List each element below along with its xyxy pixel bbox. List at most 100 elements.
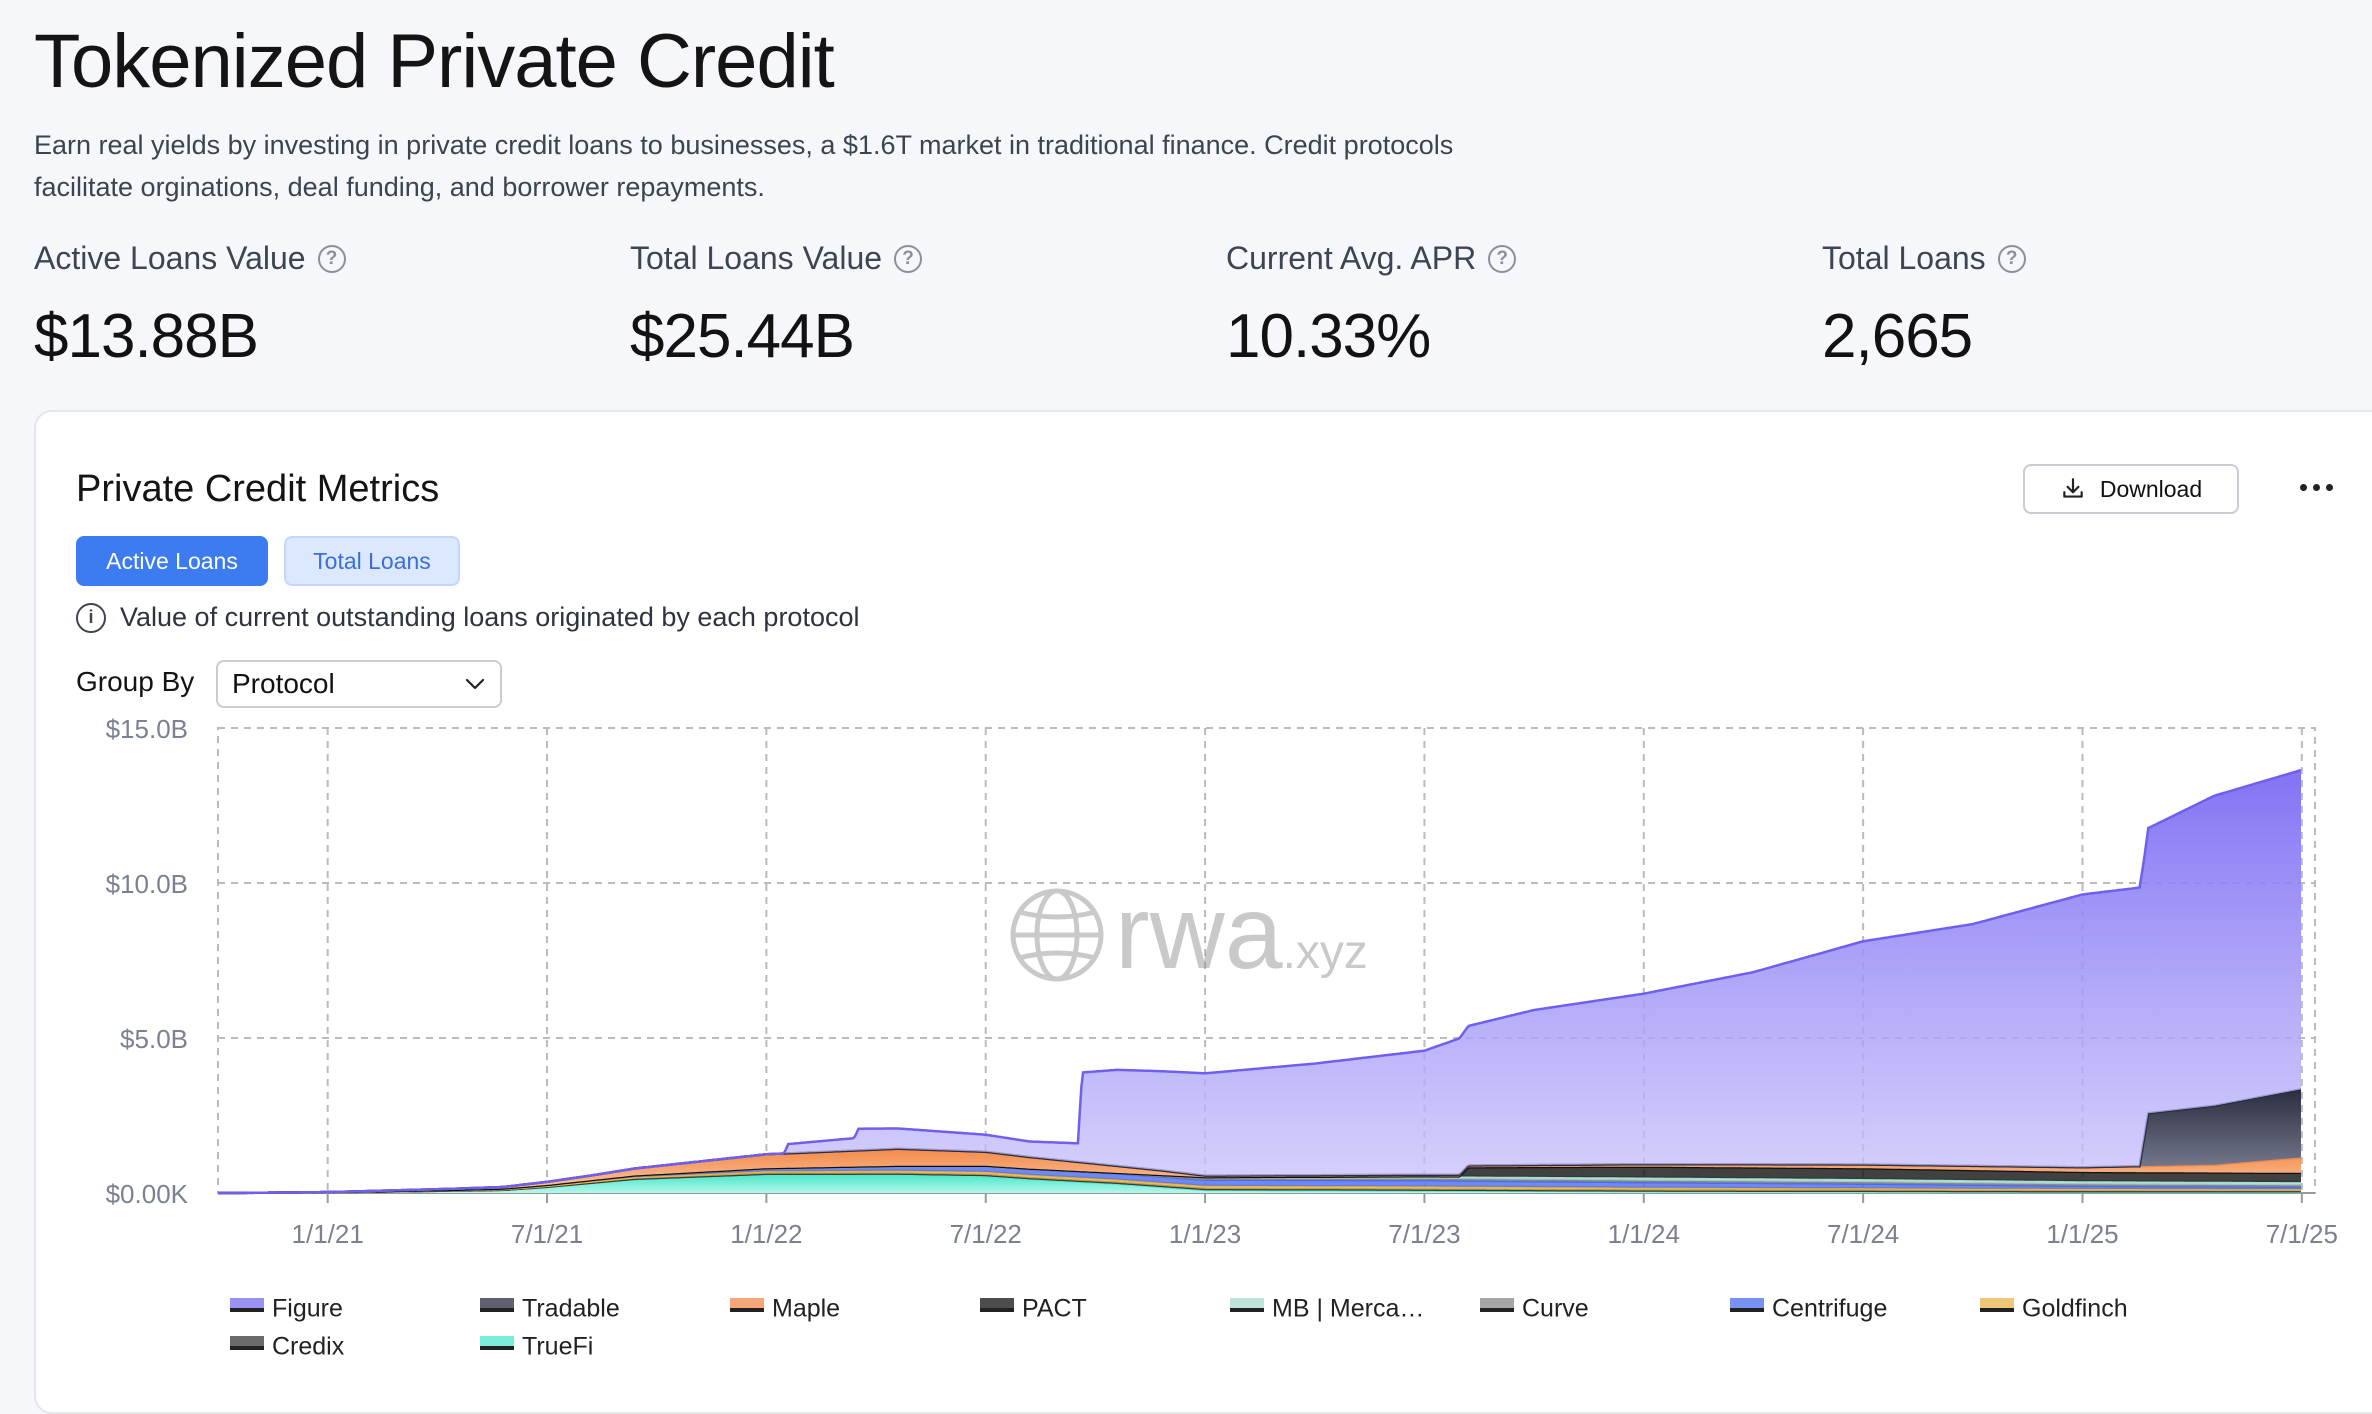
card-title: Private Credit Metrics <box>76 468 440 510</box>
legend-swatch <box>980 1298 1014 1310</box>
legend-item[interactable]: Centrifuge <box>1730 1295 1887 1323</box>
stat-value: $25.44B <box>630 302 855 371</box>
legend-item[interactable]: Curve <box>1480 1295 1589 1323</box>
info-row: i Value of current outstanding loans ori… <box>76 602 859 633</box>
globe-icon <box>1010 888 1104 982</box>
x-tick-label: 1/1/25 <box>2046 1219 2118 1249</box>
group-by-label: Group By <box>76 666 195 697</box>
stat-current-avg-apr: Current Avg. APR? 10.33% <box>1226 240 1517 372</box>
legend-label: MB | Merca… <box>1272 1295 1424 1323</box>
legend-item[interactable]: Figure <box>230 1295 343 1323</box>
stat-value: 2,665 <box>1822 302 1973 371</box>
y-tick-label: $15.0B <box>106 714 188 744</box>
legend-label: Centrifuge <box>1772 1295 1887 1323</box>
legend-label: Curve <box>1522 1295 1589 1323</box>
area-centrifuge[interactable] <box>218 1165 2301 1193</box>
more-options-button[interactable] <box>2291 472 2341 502</box>
plot-border <box>217 727 2316 1194</box>
area-figure[interactable] <box>218 770 2301 1193</box>
legend-swatch <box>480 1298 514 1310</box>
x-tick-label: 7/1/23 <box>1388 1219 1460 1249</box>
legend-label: Figure <box>272 1295 343 1323</box>
legend-label: Credix <box>272 1333 345 1361</box>
stat-label: Current Avg. APR <box>1226 240 1477 276</box>
legend-swatch-line <box>1730 1308 1764 1312</box>
line-figure <box>218 768 2302 1195</box>
x-tick-label: 1/1/22 <box>730 1219 802 1249</box>
x-tick-label: 1/1/21 <box>292 1219 364 1249</box>
tab-total-loans[interactable]: Total Loans <box>284 536 460 586</box>
legend-label: Goldfinch <box>2022 1295 2128 1323</box>
group-by-select[interactable]: Protocol <box>216 660 502 708</box>
legend-item[interactable]: PACT <box>980 1295 1087 1323</box>
legend-item[interactable]: MB | Merca… <box>1230 1295 1424 1323</box>
legend-item[interactable]: Tradable <box>480 1295 620 1323</box>
legend-swatch <box>1230 1298 1264 1310</box>
download-button[interactable]: Download <box>2023 464 2239 514</box>
legend-item[interactable]: TrueFi <box>480 1333 593 1361</box>
legend-label: TrueFi <box>522 1333 593 1361</box>
more-dot-icon <box>2299 483 2307 491</box>
legend-swatch-line <box>1230 1308 1264 1312</box>
x-tick-label: 7/1/24 <box>1827 1219 1899 1249</box>
legend-swatch <box>1480 1298 1514 1310</box>
legend-swatch-line <box>230 1308 264 1312</box>
stat-label: Total Loans Value <box>630 240 883 276</box>
help-icon[interactable]: ? <box>894 244 923 273</box>
legend-swatch <box>480 1336 514 1348</box>
legend-label: Tradable <box>522 1295 620 1323</box>
stat-active-loans-value: Active Loans Value? $13.88B <box>34 240 346 372</box>
tab-active-loans[interactable]: Active Loans <box>76 536 268 586</box>
y-tick-label: $10.0B <box>106 869 188 899</box>
group-by-value: Protocol <box>232 668 335 699</box>
stat-total-loans-value: Total Loans Value? $25.44B <box>630 240 923 372</box>
legend-label: PACT <box>1022 1295 1087 1323</box>
legend-swatch-line <box>230 1346 264 1350</box>
legend-swatch <box>1730 1298 1764 1310</box>
info-text: Value of current outstanding loans origi… <box>120 602 860 632</box>
legend-item[interactable]: Credix <box>230 1333 345 1361</box>
watermark: rwa.xyz <box>1010 875 1368 991</box>
download-icon <box>2063 478 2083 498</box>
stat-value: 10.33% <box>1226 302 1431 371</box>
legend-swatch <box>730 1298 764 1310</box>
stat-value: $13.88B <box>34 302 259 371</box>
legend-item[interactable]: Goldfinch <box>1980 1295 2128 1323</box>
x-tick-label: 1/1/24 <box>1608 1219 1680 1249</box>
stat-label: Active Loans Value <box>34 240 306 276</box>
page-description: Earn real yields by investing in private… <box>34 130 1454 202</box>
legend-item[interactable]: Maple <box>730 1295 840 1323</box>
watermark-text: rwa.xyz <box>1115 875 1368 991</box>
x-tick-label: 7/1/25 <box>2266 1219 2338 1249</box>
stat-total-loans: Total Loans? 2,665 <box>1822 240 2026 372</box>
legend-swatch <box>230 1336 264 1348</box>
legend-swatch-line <box>480 1346 514 1350</box>
legend-swatch-line <box>1980 1308 2014 1312</box>
info-icon: i <box>76 602 106 633</box>
more-dot-icon <box>2325 483 2333 491</box>
legend-swatch-line <box>480 1308 514 1312</box>
legend-swatch-line <box>980 1308 1014 1312</box>
legend-swatch <box>1980 1298 2014 1310</box>
metrics-card: Private Credit Metrics Download Active L… <box>34 410 2372 1414</box>
legend-swatch-line <box>1480 1308 1514 1312</box>
legend-label: Maple <box>772 1295 840 1323</box>
area-pact[interactable] <box>218 1165 2301 1193</box>
x-tick-label: 7/1/21 <box>511 1219 583 1249</box>
help-icon[interactable]: ? <box>1488 244 1517 273</box>
stat-label: Total Loans <box>1822 240 1986 276</box>
help-icon[interactable]: ? <box>1997 244 2026 273</box>
area-truefi[interactable] <box>218 1174 2301 1193</box>
page-title: Tokenized Private Credit <box>34 19 835 104</box>
more-dot-icon <box>2312 483 2320 491</box>
legend-swatch-line <box>730 1308 764 1312</box>
area-maple[interactable] <box>218 1148 2301 1193</box>
legend-swatch <box>230 1298 264 1310</box>
chevron-down-icon <box>465 678 485 690</box>
y-tick-label: $0.00K <box>106 1179 189 1209</box>
x-tick-label: 1/1/23 <box>1169 1219 1241 1249</box>
download-label: Download <box>2099 475 2203 502</box>
y-tick-label: $5.0B <box>120 1024 188 1054</box>
help-icon[interactable]: ? <box>317 244 346 273</box>
